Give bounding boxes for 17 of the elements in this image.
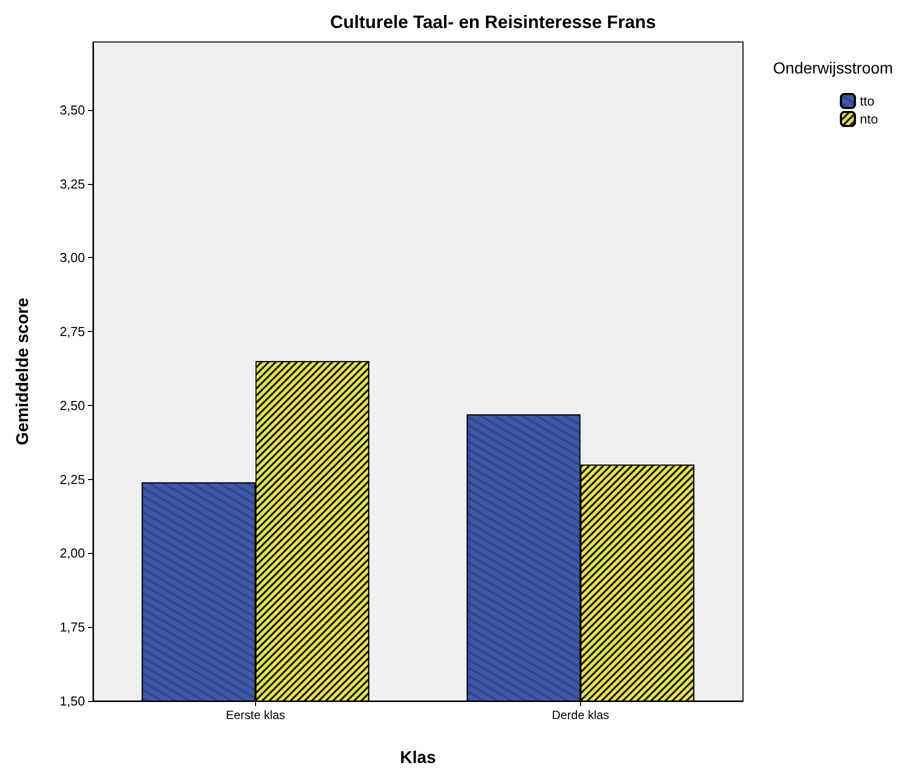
- x-axis-title: Klas: [400, 748, 436, 767]
- legend-title: Onderwijsstroom: [772, 60, 893, 78]
- y-axis-title: Gemiddelde score: [13, 298, 32, 446]
- y-tick-label: 3,00: [60, 250, 85, 266]
- legend-label: tto: [860, 94, 874, 108]
- y-tick-label: 1,50: [60, 694, 85, 708]
- y-tick-label: 2,75: [60, 324, 85, 340]
- y-tick-label: 1,75: [60, 620, 85, 635]
- legend-label: nto: [860, 112, 878, 126]
- y-tick-label: 2,50: [60, 398, 85, 413]
- y-tick-label: 2,00: [60, 546, 85, 561]
- chart-title: Culturele Taal- en Reisinteresse Frans: [330, 12, 656, 32]
- x-tick-label: Derde klas: [552, 708, 610, 722]
- x-tick-label: Eerste klas: [226, 708, 286, 722]
- y-tick-label: 3,50: [60, 102, 85, 118]
- y-tick-label: 2,25: [60, 472, 85, 487]
- y-tick-label: 3,25: [60, 176, 85, 192]
